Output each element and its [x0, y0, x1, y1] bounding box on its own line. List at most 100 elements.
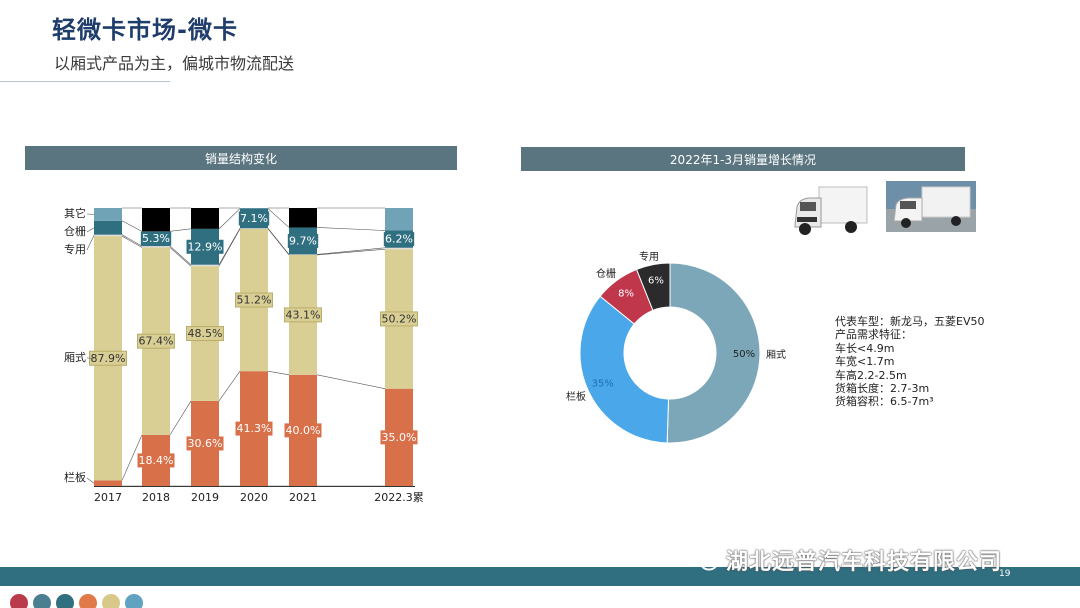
representative-model-info: 代表车型：新龙马，五菱EV50 产品需求特征： 车长<4.9m 车宽<1.7m …: [835, 315, 984, 409]
legend-label: 专用: [64, 242, 86, 256]
connector-line: [218, 228, 241, 267]
connector-line: [316, 227, 386, 231]
connector-line: [316, 248, 386, 256]
wechat-icon: [691, 549, 718, 571]
info-line: 车宽<1.7m: [835, 355, 895, 369]
donut-value-label: 6%: [648, 275, 664, 286]
bar-segment: [289, 208, 317, 228]
donut-slice: [579, 295, 670, 444]
donut-category-label: 仓栅: [596, 267, 616, 280]
connector-line: [121, 434, 143, 481]
data-label: 6.2%: [385, 233, 413, 246]
data-label: 12.9%: [188, 240, 223, 253]
connector-line: [218, 371, 241, 402]
connector-line: [169, 228, 192, 232]
bar-segment: [94, 480, 122, 486]
data-label: 30.6%: [188, 437, 223, 450]
bar-segment: [240, 228, 268, 229]
data-label: 87.9%: [91, 352, 126, 365]
decor-dot: [10, 594, 28, 608]
bar-segment: [94, 208, 122, 221]
connector-line: [267, 228, 290, 255]
data-label-box: [235, 421, 273, 436]
donut-slice: [666, 262, 761, 444]
x-tick-label: 2017: [94, 491, 122, 504]
data-label: 5.3%: [142, 232, 170, 245]
bar-segment: [240, 208, 268, 209]
connector-line: [121, 235, 143, 248]
data-label: 35.0%: [382, 431, 417, 444]
data-label-box: [380, 430, 418, 445]
info-line: 货箱容积：6.5-7m³: [835, 395, 934, 409]
info-line: 货箱长度：2.7-3m: [835, 382, 930, 396]
van-photo-2: [886, 181, 976, 232]
data-label: 67.4%: [139, 335, 174, 348]
data-label-box: [137, 453, 175, 468]
van-photo-1: [789, 181, 870, 241]
connector-line: [218, 228, 241, 265]
data-label: 43.1%: [286, 308, 321, 321]
data-label-box: [186, 436, 224, 451]
donut-value-label: 50%: [733, 349, 755, 360]
bar-segment: [385, 247, 413, 250]
x-tick-label: 2022.3累: [374, 491, 424, 504]
data-label: 51.2%: [237, 294, 272, 307]
page-title: 轻微卡市场-微卡: [52, 16, 238, 44]
data-label-box: [137, 333, 175, 349]
x-tick-label: 2018: [142, 491, 170, 504]
info-line: 产品需求特征：: [835, 328, 912, 342]
decor-dot: [79, 594, 97, 608]
donut-value-label: 8%: [618, 288, 634, 299]
donut-slice: [635, 262, 671, 311]
connector-line: [169, 247, 192, 267]
data-label-box: [284, 423, 322, 438]
info-line: 车长<4.9m: [835, 341, 895, 355]
data-label: 41.3%: [237, 422, 272, 435]
data-label-box: [287, 233, 319, 248]
legend-label: 仓栅: [64, 224, 86, 238]
data-label-box: [140, 231, 172, 246]
watermark: 湖北远普汽车科技有限公司: [690, 544, 1002, 576]
data-label: 40.0%: [286, 424, 321, 437]
legend-label: 栏板: [64, 470, 86, 484]
bar-segment: [94, 234, 122, 237]
connector-line: [169, 245, 192, 265]
title-divider: [0, 81, 170, 82]
x-tick-label: 2021: [289, 491, 317, 504]
watermark-text: 湖北远普汽车科技有限公司: [726, 550, 1003, 575]
donut-category-label: 专用: [639, 250, 659, 263]
connector-line: [169, 400, 192, 436]
connector-line: [218, 208, 241, 230]
donut-category-label: 厢式: [766, 348, 786, 361]
legend-leader: [86, 235, 95, 251]
bar-segment: [191, 208, 219, 229]
connector-line: [121, 220, 143, 232]
data-label: 50.2%: [382, 312, 417, 325]
decor-dot: [56, 594, 74, 608]
connector-line: [267, 370, 290, 376]
page-number: 19: [999, 569, 1011, 579]
connector-line: [267, 228, 290, 256]
connector-line: [316, 374, 386, 389]
donut-chart-header: 2022年1-3月销量增长情况: [521, 147, 965, 171]
decor-dot: [33, 594, 51, 608]
color-dots: [10, 594, 143, 608]
connector-line: [121, 234, 143, 247]
legend-label: 厢式: [64, 351, 86, 364]
legend-leader: [86, 477, 95, 484]
x-tick-label: 2019: [191, 491, 219, 504]
donut-category-label: 栏板: [566, 390, 586, 403]
data-label-box: [284, 307, 322, 323]
legend-label: 其它: [64, 206, 86, 220]
x-tick-label: 2020: [240, 491, 268, 504]
bar-segment: [94, 220, 122, 235]
data-label: 18.4%: [139, 454, 174, 467]
data-label: 9.7%: [289, 234, 317, 247]
decor-dot: [102, 594, 120, 608]
info-line: 代表车型：新龙马，五菱EV50: [835, 315, 985, 328]
data-label: 7.1%: [240, 212, 268, 225]
legend-leader: [86, 227, 95, 233]
data-label-box: [235, 292, 273, 308]
page-subtitle: 以厢式产品为主，偏城市物流配送: [54, 54, 295, 73]
